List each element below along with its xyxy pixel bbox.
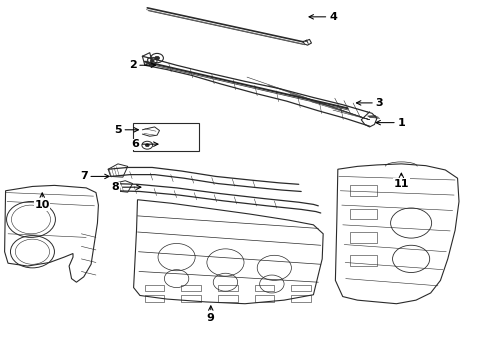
Text: 10: 10	[34, 193, 50, 210]
Circle shape	[150, 59, 154, 62]
Bar	[255, 285, 274, 291]
Bar	[350, 255, 377, 266]
Polygon shape	[4, 185, 98, 282]
Text: 4: 4	[309, 12, 337, 22]
Circle shape	[146, 144, 149, 147]
Bar	[218, 285, 238, 291]
Polygon shape	[335, 164, 459, 304]
Text: 5: 5	[114, 125, 139, 135]
Bar	[181, 285, 201, 291]
Bar	[218, 296, 238, 302]
Bar	[255, 296, 274, 302]
Polygon shape	[134, 200, 323, 304]
Text: 3: 3	[356, 98, 383, 108]
Text: 6: 6	[131, 139, 158, 149]
Bar	[145, 296, 164, 302]
Bar	[133, 123, 198, 151]
Text: 1: 1	[376, 118, 405, 128]
Bar	[350, 185, 377, 196]
Bar	[350, 232, 377, 243]
Text: 7: 7	[80, 171, 109, 181]
Circle shape	[155, 56, 159, 60]
Text: 9: 9	[207, 306, 215, 323]
Bar	[350, 209, 377, 220]
Bar	[145, 285, 164, 291]
Bar	[292, 285, 311, 291]
Text: 2: 2	[129, 60, 155, 70]
Text: 11: 11	[393, 173, 409, 189]
Bar	[292, 296, 311, 302]
Bar	[181, 296, 201, 302]
Text: 8: 8	[112, 182, 141, 192]
